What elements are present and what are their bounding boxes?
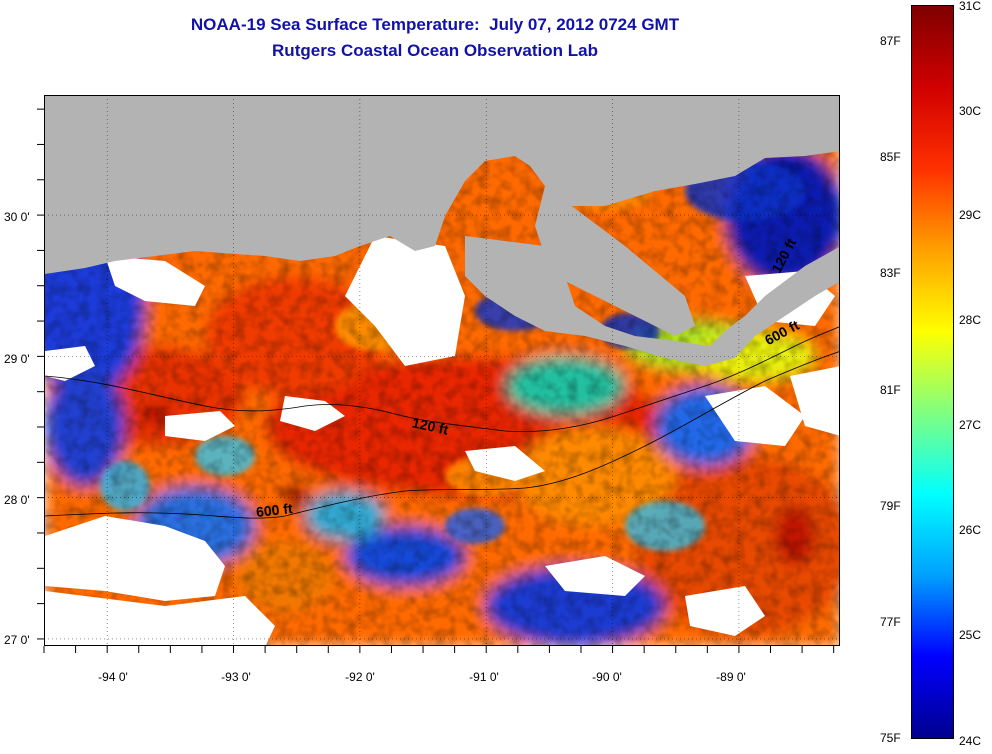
lat-label-29: 29 0' — [4, 352, 30, 366]
land-mass — [45, 96, 839, 274]
cb-label-77f: 77F — [880, 615, 901, 629]
cb-label-79f: 79F — [880, 499, 901, 513]
lat-label-30: 30 0' — [4, 210, 30, 224]
cb-label-27c: 27C — [959, 418, 982, 432]
cb-label-25c: 25C — [959, 628, 982, 642]
cb-label-75f: 75F — [880, 731, 901, 745]
lon-label-94: -94 0' — [98, 670, 128, 684]
temperature-colorbar — [911, 5, 954, 739]
cb-label-30c: 30C — [959, 104, 982, 118]
no-data-areas — [45, 161, 839, 645]
cb-label-29c: 29C — [959, 208, 982, 222]
cb-label-26c: 26C — [959, 523, 982, 537]
lon-label-91: -91 0' — [469, 670, 499, 684]
map-title: NOAA-19 Sea Surface Temperature: July 07… — [190, 15, 680, 34]
cb-label-87f: 87F — [880, 34, 901, 48]
title-block: NOAA-19 Sea Surface Temperature: July 07… — [0, 12, 870, 64]
cb-label-31c: 31C — [959, 0, 982, 13]
cb-label-85f: 85F — [880, 150, 901, 164]
cb-label-28c: 28C — [959, 313, 982, 327]
depth-contours — [45, 326, 839, 519]
lat-label-27: 27 0' — [4, 633, 30, 647]
map-subtitle: Rutgers Coastal Ocean Observation Lab — [272, 41, 598, 60]
sst-map[interactable] — [44, 95, 840, 646]
lat-label-28: 28 0' — [4, 493, 30, 507]
lon-label-90: -90 0' — [592, 670, 622, 684]
lon-label-93: -93 0' — [221, 670, 251, 684]
lon-label-92: -92 0' — [345, 670, 375, 684]
lon-label-89: -89 0' — [716, 670, 746, 684]
cb-label-83f: 83F — [880, 266, 901, 280]
sst-map-canvas — [45, 96, 839, 645]
cb-label-81f: 81F — [880, 383, 901, 397]
cb-label-24c: 24C — [959, 734, 982, 748]
